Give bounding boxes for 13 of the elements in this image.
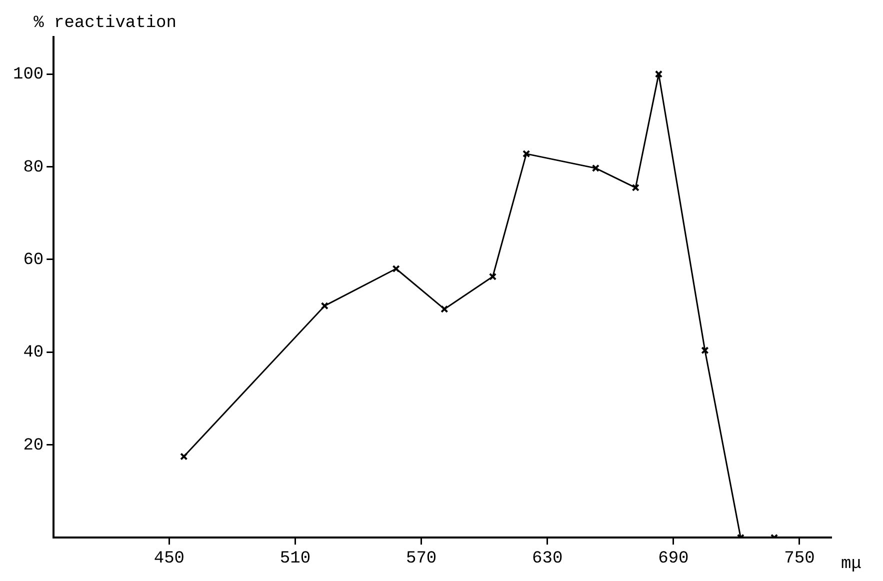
x-tick-label: 450 (154, 549, 184, 568)
x-tick-label: 750 (784, 549, 815, 568)
x-axis-title: mμ (841, 555, 862, 574)
x-tick-label: 630 (532, 549, 563, 568)
x-tick-label: 570 (406, 549, 437, 568)
y-axis-title: % reactivation (34, 14, 176, 33)
y-tick-label: 80 (23, 158, 44, 178)
y-tick-label: 100 (12, 66, 44, 85)
x-tick-label: 510 (280, 549, 311, 568)
x-tick-label: 690 (658, 549, 689, 568)
y-tick-label: 40 (23, 344, 44, 363)
y-tick-label: 20 (23, 436, 44, 456)
y-tick-label: 60 (23, 250, 44, 270)
